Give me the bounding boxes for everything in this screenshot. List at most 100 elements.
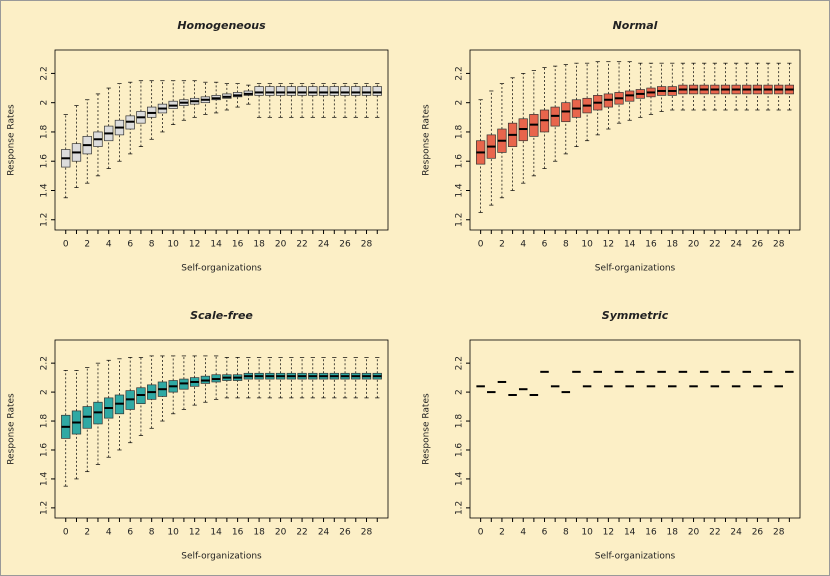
- x-tick-label: 4: [520, 240, 526, 250]
- x-tick-label: 28: [773, 528, 785, 538]
- y-tick-label: 1.8: [40, 125, 50, 140]
- x-tick-label: 18: [667, 528, 679, 538]
- y-tick-label: 1.4: [455, 183, 465, 198]
- x-tick-label: 12: [603, 240, 614, 250]
- x-axis-label: Self-organizations: [595, 552, 676, 562]
- y-tick-label: 1.6: [40, 443, 50, 458]
- box: [286, 86, 296, 96]
- y-tick-label: 1.2: [455, 213, 465, 227]
- x-tick-label: 10: [581, 528, 593, 538]
- x-tick-label: 0: [63, 240, 69, 250]
- box: [372, 86, 382, 96]
- x-tick-label: 14: [210, 528, 222, 538]
- x-tick-label: 6: [127, 240, 133, 250]
- x-tick-label: 4: [106, 240, 112, 250]
- x-tick-label: 0: [478, 240, 484, 250]
- x-axis-label: Self-organizations: [181, 264, 262, 274]
- x-tick-label: 26: [339, 528, 351, 538]
- x-tick-label: 20: [275, 240, 287, 250]
- x-tick-label: 22: [709, 528, 720, 538]
- x-tick-label: 16: [232, 240, 244, 250]
- plot-frame: [54, 49, 389, 231]
- x-tick-label: 28: [773, 240, 785, 250]
- x-tick-label: 12: [603, 528, 614, 538]
- y-tick-label: 1.2: [40, 213, 50, 227]
- y-tick-label: 1.8: [455, 414, 465, 429]
- box: [308, 86, 318, 96]
- x-tick-label: 24: [730, 240, 742, 250]
- x-tick-label: 20: [275, 528, 287, 538]
- x-tick-label: 16: [232, 528, 244, 538]
- x-tick-label: 4: [106, 528, 112, 538]
- x-tick-label: 26: [752, 528, 764, 538]
- x-tick-label: 6: [542, 240, 548, 250]
- x-tick-label: 10: [167, 240, 179, 250]
- plot-frame: [469, 339, 801, 519]
- x-tick-label: 26: [339, 240, 351, 250]
- box: [318, 86, 329, 96]
- y-tick-label: 2.2: [455, 356, 465, 370]
- x-tick-label: 14: [624, 528, 636, 538]
- box: [297, 86, 307, 96]
- x-tick-label: 16: [645, 528, 657, 538]
- x-tick-label: 6: [127, 528, 133, 538]
- x-tick-label: 20: [688, 528, 700, 538]
- y-axis-label: Response Rates: [422, 104, 432, 176]
- x-tick-label: 8: [149, 528, 155, 538]
- x-tick-label: 22: [296, 240, 307, 250]
- x-tick-label: 22: [296, 528, 307, 538]
- y-tick-label: 2: [455, 389, 465, 395]
- plot-frame: [54, 339, 389, 519]
- x-tick-label: 8: [149, 240, 155, 250]
- x-tick-label: 6: [542, 528, 548, 538]
- x-tick-label: 28: [361, 240, 373, 250]
- chart-title: Symmetric: [602, 309, 669, 322]
- x-tick-label: 28: [361, 528, 373, 538]
- y-tick-label: 1.8: [455, 125, 465, 140]
- y-tick-label: 1.4: [40, 472, 50, 487]
- x-tick-label: 4: [520, 528, 526, 538]
- x-tick-label: 2: [84, 240, 90, 250]
- x-tick-label: 24: [730, 528, 742, 538]
- chart-title: Homogeneous: [177, 19, 266, 32]
- x-tick-label: 2: [499, 240, 505, 250]
- x-tick-label: 22: [709, 240, 720, 250]
- y-axis-label: Response Rates: [7, 393, 17, 465]
- y-axis-label: Response Rates: [7, 104, 17, 176]
- x-tick-label: 0: [478, 528, 484, 538]
- x-tick-label: 2: [84, 528, 90, 538]
- x-tick-label: 12: [189, 240, 200, 250]
- x-tick-label: 8: [563, 240, 569, 250]
- box: [340, 86, 350, 96]
- y-tick-label: 1.2: [40, 501, 50, 515]
- box: [254, 86, 264, 96]
- x-axis-label: Self-organizations: [595, 264, 676, 274]
- y-tick-label: 2: [40, 100, 50, 106]
- x-tick-label: 14: [624, 240, 636, 250]
- y-tick-label: 1.4: [455, 472, 465, 487]
- x-tick-label: 26: [752, 240, 764, 250]
- x-tick-label: 2: [499, 528, 505, 538]
- y-tick-label: 2.2: [40, 66, 50, 80]
- x-tick-label: 18: [253, 528, 265, 538]
- y-tick-label: 1.8: [40, 414, 50, 429]
- x-tick-label: 24: [318, 528, 330, 538]
- y-tick-label: 1.6: [455, 443, 465, 458]
- y-tick-label: 1.6: [40, 154, 50, 169]
- x-axis-label: Self-organizations: [181, 552, 262, 562]
- y-tick-label: 2: [455, 100, 465, 106]
- x-tick-label: 24: [318, 240, 330, 250]
- chart-title: Scale-free: [190, 309, 253, 322]
- x-tick-label: 18: [253, 240, 265, 250]
- y-tick-label: 2.2: [455, 66, 465, 80]
- x-tick-label: 14: [210, 240, 222, 250]
- box: [265, 86, 275, 96]
- x-tick-label: 10: [167, 528, 179, 538]
- x-tick-label: 10: [581, 240, 593, 250]
- x-tick-label: 18: [667, 240, 679, 250]
- plot-frame: [469, 49, 801, 231]
- x-tick-label: 12: [189, 528, 200, 538]
- x-tick-label: 16: [645, 240, 657, 250]
